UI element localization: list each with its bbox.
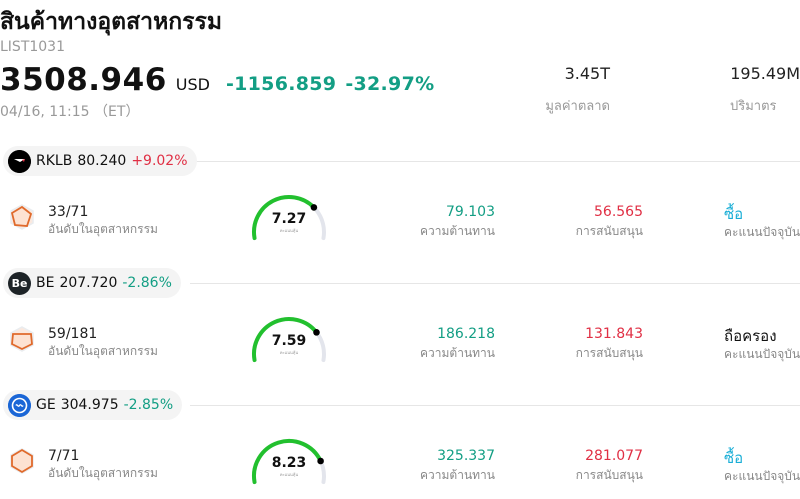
support-value: 56.565 <box>594 204 643 220</box>
resistance-value: 186.218 <box>437 326 495 342</box>
page-title: สินค้าทางอุตสาหกรรม <box>0 9 223 35</box>
rating-label: คะแนนปัจจุบัน <box>724 469 800 483</box>
rocket-lab-logo-icon <box>8 149 31 173</box>
divider <box>190 161 800 162</box>
ge-logo-icon <box>8 393 31 417</box>
support-label: การสนับสนุน <box>575 224 643 238</box>
industry-rank: 59/181 <box>48 326 98 342</box>
rating-label: คะแนนปัจจุบัน <box>724 347 800 361</box>
stock-score-gauge: 7.27 คะแนนหุ้น <box>252 194 326 241</box>
stock-symbol: GE <box>36 397 56 413</box>
index-price: 3508.946 <box>0 62 167 98</box>
resistance-value: 79.103 <box>446 204 495 220</box>
industry-rank-label: อันดับในอุตสาหกรรม <box>48 344 158 358</box>
list-code: LIST1031 <box>0 39 65 55</box>
industry-rank: 7/71 <box>48 448 80 464</box>
resistance-label: ความต้านทาน <box>420 346 495 360</box>
industry-rank-label: อันดับในอุตสาหกรรม <box>48 466 158 480</box>
stock-header-rklb: RKLB 80.240 +9.02% <box>0 146 800 176</box>
stock-pill-ge[interactable]: GE 304.975 -2.85% <box>3 390 183 420</box>
industry-rank-icon <box>10 326 34 352</box>
stock-score: 8.23 <box>272 455 307 471</box>
stock-price: 207.720 <box>59 275 118 291</box>
industry-rank-label: อันดับในอุตสาหกรรม <box>48 222 158 236</box>
stock-score-label: คะแนนหุ้น <box>280 350 299 356</box>
stock-score-label: คะแนนหุ้น <box>280 228 299 234</box>
stock-detail-ge[interactable]: 7/71 อันดับในอุตสาหกรรม 8.23 คะแนนหุ้น 3… <box>0 438 800 498</box>
price-change: -1156.859 <box>225 73 337 95</box>
price-change-percent: -32.97% <box>345 73 435 95</box>
rating-value: ซื้อ <box>724 205 744 223</box>
divider <box>190 283 800 284</box>
support-label: การสนับสนุน <box>575 346 643 360</box>
volume-stat: 195.49M ปริมาตร <box>710 64 800 116</box>
volume-value: 195.49M <box>730 64 800 83</box>
currency-label: USD <box>175 75 210 94</box>
stock-score-label: คะแนนหุ้น <box>280 472 299 478</box>
rating-value: ถือครอง <box>724 327 777 345</box>
rating-value: ซื้อ <box>724 449 744 467</box>
resistance-label: ความต้านทาน <box>420 468 495 482</box>
stock-symbol: RKLB <box>36 153 73 169</box>
stock-change: -2.86% <box>122 275 172 291</box>
divider <box>190 405 800 406</box>
bloom-energy-logo-icon: Be <box>8 271 31 295</box>
support-value: 131.843 <box>585 326 643 342</box>
support-label: การสนับสนุน <box>575 468 643 482</box>
market-cap-stat: 3.45T มูลค่าตลาด <box>520 64 610 116</box>
stock-score-gauge: 7.59 คะแนนหุ้น <box>252 317 326 363</box>
stock-pill-rklb[interactable]: RKLB 80.240 +9.02% <box>3 146 197 176</box>
industry-rank-icon <box>10 204 34 230</box>
stock-symbol: BE <box>36 275 55 291</box>
stock-price: 80.240 <box>77 153 127 169</box>
resistance-label: ความต้านทาน <box>420 224 495 238</box>
volume-label: ปริมาตร <box>730 99 777 114</box>
stock-change: -2.85% <box>123 397 174 413</box>
stock-detail-be[interactable]: 59/181 อันดับในอุตสาหกรรม 7.59 คะแนนหุ้น… <box>0 316 800 376</box>
market-cap-value: 3.45T <box>564 64 610 83</box>
stock-score: 7.27 <box>272 211 307 227</box>
rating-label: คะแนนปัจจุบัน <box>724 225 800 239</box>
stock-change: +9.02% <box>131 153 188 169</box>
stock-score: 7.59 <box>272 333 307 349</box>
price-summary: 3508.946 USD -1156.859 -32.97% <box>0 62 434 98</box>
market-cap-label: มูลค่าตลาด <box>545 99 610 114</box>
stock-header-ge: GE 304.975 -2.85% <box>0 390 800 420</box>
stock-score-gauge: 8.23 คะแนนหุ้น <box>252 439 326 485</box>
stock-header-be: Be BE 207.720 -2.86% <box>0 268 800 298</box>
stock-pill-be[interactable]: Be BE 207.720 -2.86% <box>3 268 181 298</box>
stock-detail-rklb[interactable]: 33/71 อันดับในอุตสาหกรรม 7.27 คะแนนหุ้น … <box>0 194 800 254</box>
industry-rank: 33/71 <box>48 204 89 220</box>
timestamp: 04/16, 11:15 （ET） <box>0 104 140 120</box>
industry-rank-icon <box>10 448 34 474</box>
resistance-value: 325.337 <box>437 448 495 464</box>
stock-price: 304.975 <box>60 397 119 413</box>
support-value: 281.077 <box>585 448 643 464</box>
